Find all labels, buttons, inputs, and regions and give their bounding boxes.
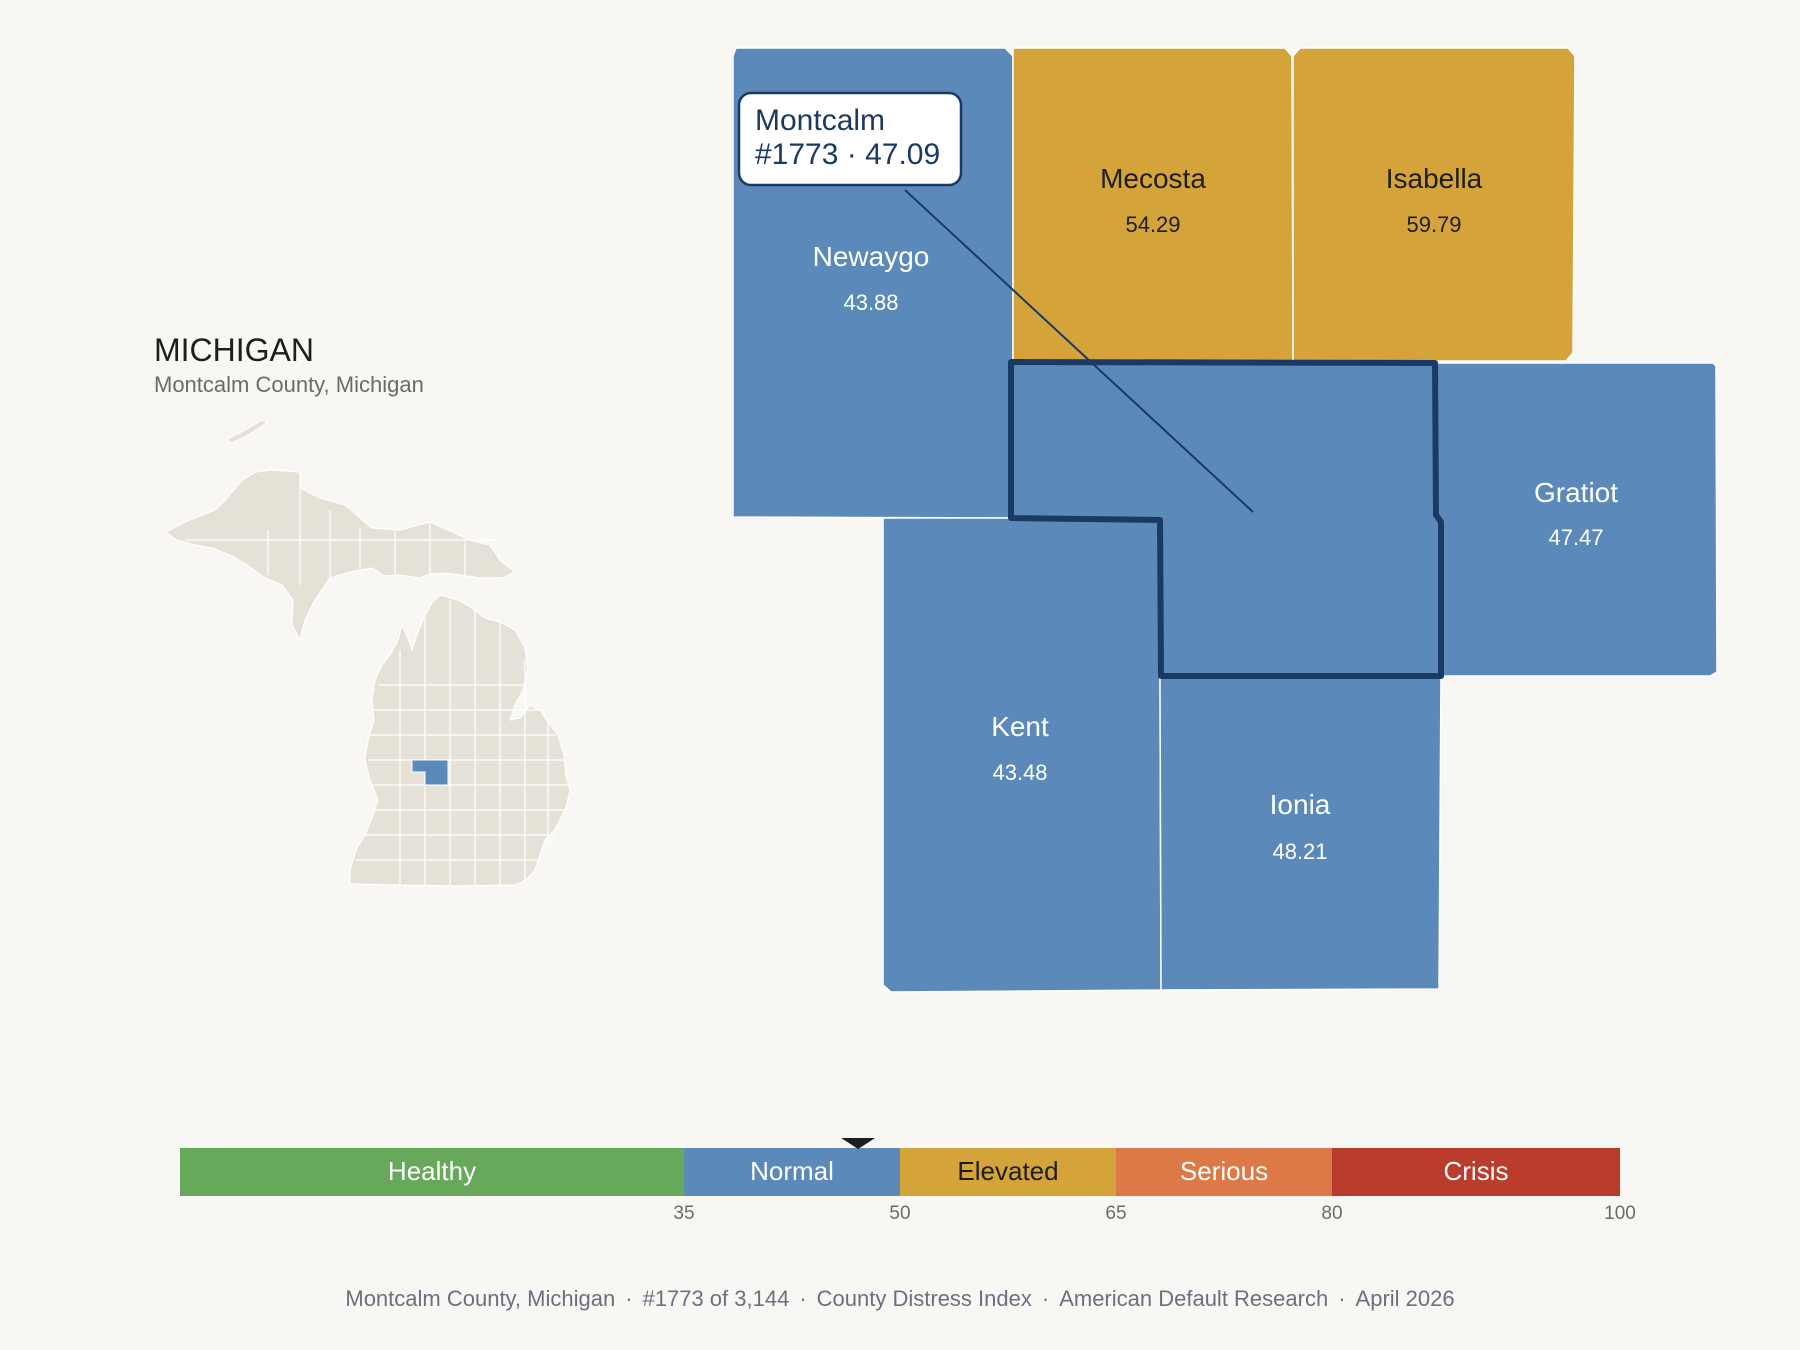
legend-tick-label: 50 bbox=[889, 1203, 910, 1224]
state-title: MICHIGAN bbox=[154, 332, 314, 368]
legend-band-normal bbox=[684, 1148, 900, 1196]
legend-band-label: Crisis bbox=[1444, 1156, 1509, 1186]
county-label-score: 43.48 bbox=[992, 760, 1047, 785]
county-ionia[interactable] bbox=[1159, 675, 1442, 991]
legend-band-serious bbox=[1116, 1148, 1332, 1196]
county-mecosta[interactable] bbox=[1012, 47, 1294, 362]
county-isabella[interactable] bbox=[1292, 47, 1576, 362]
footer-index: County Distress Index bbox=[816, 1286, 1032, 1311]
focus-callout: Montcalm #1773 · 47.09 bbox=[737, 91, 963, 187]
county-label-name: Isabella bbox=[1386, 163, 1483, 194]
county-label-score: 48.21 bbox=[1272, 839, 1327, 864]
state-subtitle: Montcalm County, Michigan bbox=[154, 372, 424, 397]
legend-band-crisis bbox=[1332, 1148, 1620, 1196]
legend-band-elevated bbox=[900, 1148, 1116, 1196]
county-label-score: 54.29 bbox=[1125, 212, 1180, 237]
legend-band-healthy bbox=[180, 1148, 684, 1196]
callout-leader-line bbox=[904, 189, 1254, 513]
legend-tick-label: 80 bbox=[1321, 1203, 1342, 1224]
county-polygons bbox=[732, 47, 1718, 993]
county-label-name: Mecosta bbox=[1100, 163, 1206, 194]
footer-source: American Default Research bbox=[1059, 1286, 1329, 1311]
county-label-score: 59.79 bbox=[1406, 212, 1461, 237]
lower-peninsula-shape bbox=[349, 594, 571, 887]
county-label-name: Gratiot bbox=[1534, 477, 1618, 508]
callout-rank-score: #1773 · 47.09 bbox=[755, 138, 940, 171]
legend-tick-label: 100 bbox=[1604, 1203, 1636, 1224]
footer-place: Montcalm County, Michigan bbox=[345, 1286, 616, 1311]
county-grid bbox=[185, 490, 568, 886]
county-label-name: Newaygo bbox=[813, 241, 930, 272]
callout-county-name: Montcalm bbox=[755, 104, 885, 137]
county-kent[interactable] bbox=[882, 517, 1162, 993]
county-label-score: 47.47 bbox=[1548, 525, 1603, 550]
county-label-name: Ionia bbox=[1270, 789, 1331, 820]
footer-rank: #1773 of 3,144 bbox=[642, 1286, 790, 1311]
isle-royale-shape bbox=[224, 419, 270, 444]
legend-marker-icon bbox=[841, 1138, 876, 1149]
footer: Montcalm County, Michigan · #1773 of 3,144… bbox=[345, 1286, 1455, 1311]
legend-band-label: Serious bbox=[1180, 1156, 1268, 1186]
upper-peninsula-shape bbox=[164, 469, 517, 642]
legend-band-label: Elevated bbox=[957, 1156, 1058, 1186]
footer-date: April 2026 bbox=[1355, 1286, 1455, 1311]
county-labels: Newaygo 43.88 Mecosta 54.29 Isabella 59.… bbox=[813, 163, 1619, 864]
focus-county-outline bbox=[1008, 359, 1444, 679]
legend-band-label: Normal bbox=[750, 1156, 834, 1186]
legend-tick-label: 35 bbox=[673, 1203, 694, 1224]
county-label-score: 43.88 bbox=[843, 290, 898, 315]
county-gratiot[interactable] bbox=[1434, 362, 1718, 677]
distress-legend: Healthy Normal Elevated Serious Crisis 35 50 65… bbox=[180, 1138, 1636, 1224]
legend-tick-label: 65 bbox=[1105, 1203, 1126, 1224]
county-label-name: Kent bbox=[991, 711, 1049, 742]
legend-band-label: Healthy bbox=[388, 1156, 476, 1186]
callout-box bbox=[737, 91, 963, 187]
michigan-locator-map bbox=[164, 419, 571, 887]
mini-map-highlight bbox=[411, 759, 449, 786]
